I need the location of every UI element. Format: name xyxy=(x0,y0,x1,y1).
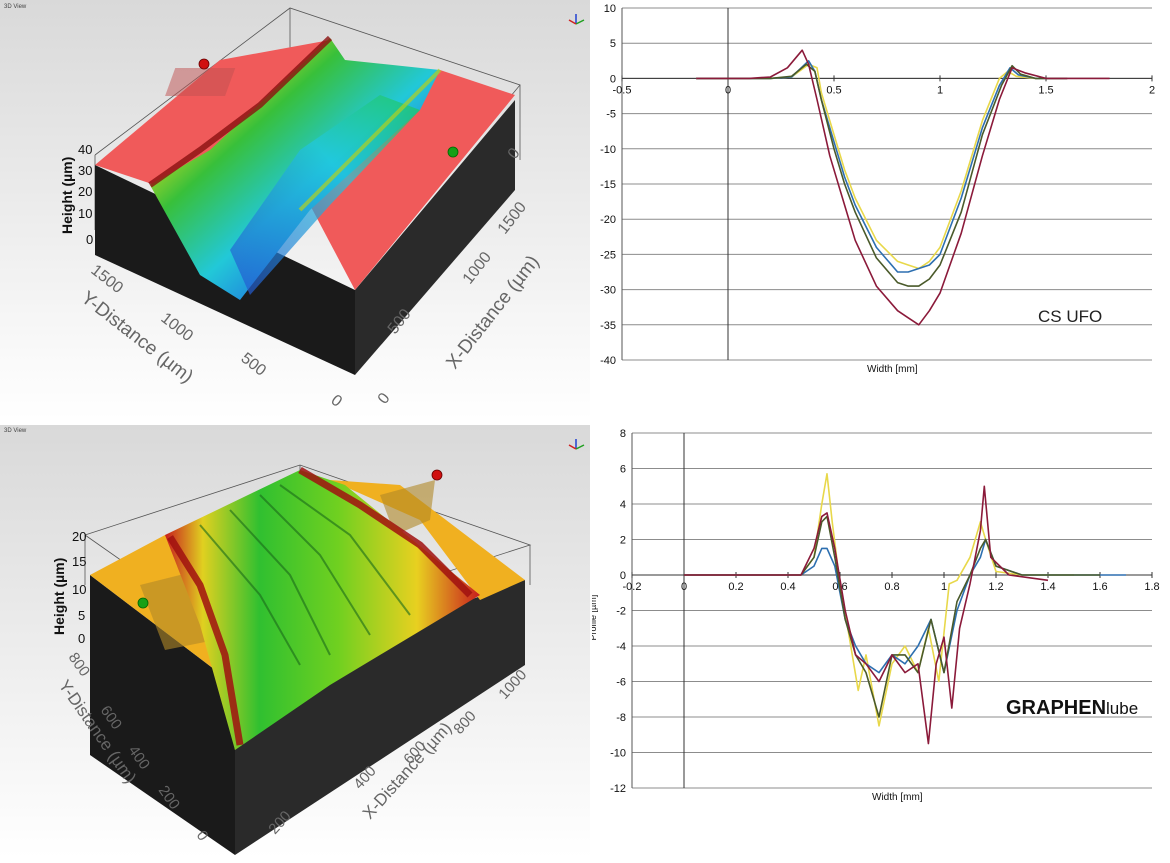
y-tick-label: -30 xyxy=(600,285,616,297)
y-tick-label: 0 xyxy=(610,73,616,85)
z-tick: 15 xyxy=(72,554,86,569)
y-tick-label: -12 xyxy=(610,783,626,795)
y-tick-label: -20 xyxy=(600,214,616,226)
z-tick: 20 xyxy=(72,529,86,544)
orientation-gizmo[interactable] xyxy=(568,439,585,450)
z-tick: 5 xyxy=(78,608,85,623)
annotation-light: lube xyxy=(1106,699,1138,718)
red-marker-sphere[interactable] xyxy=(198,58,210,70)
series-line-yellow xyxy=(696,63,1068,270)
x-tick-label: 1.6 xyxy=(1092,581,1107,593)
profile-chart-graphenlube: 8 6 4 2 0 -2 -4 -6 -8 -10 -12 -0.2 0 0.2 0.4 0.6 0.8 1 1.2… xyxy=(588,428,1170,808)
x-tick-label: 0.5 xyxy=(826,84,841,96)
groove-ridge-left xyxy=(148,35,333,188)
z-tick: 10 xyxy=(78,206,92,221)
y-tick-label: -6 xyxy=(616,677,626,689)
series-line-blue xyxy=(684,538,1126,674)
unworn-surface-left xyxy=(95,40,330,185)
y-tick-label: 5 xyxy=(610,38,616,50)
y-tick-label: 0 xyxy=(620,570,626,582)
z-axis: 20 15 10 5 0 Height (µm) xyxy=(51,529,86,646)
groove-ridge-right xyxy=(298,68,442,212)
chart-annotation: GRAPHENlube xyxy=(1006,697,1138,719)
series-line-yellow xyxy=(684,472,1074,727)
y-tick-label: 2 xyxy=(620,535,626,547)
base-front-face xyxy=(90,575,235,855)
z-axis-title: Height (µm) xyxy=(51,558,67,635)
x-tick-label: 1.2 xyxy=(988,581,1003,593)
x-tick-label: -0.2 xyxy=(623,581,642,593)
unworn-surface-right xyxy=(330,480,525,600)
x-tick-label: 2 xyxy=(1149,84,1155,96)
base-side-face xyxy=(235,580,525,855)
x-tick-label: 0 xyxy=(725,84,731,96)
z-tick: 20 xyxy=(78,184,92,199)
y-tick-label: -5 xyxy=(606,109,616,121)
x-tick-label: 1.5 xyxy=(1038,84,1053,96)
profile-chart-cs-ufo: 10 5 0 -5 -10 -15 -20 -25 -30 -35 -40 -0.5 0 0.5 1 1.5 2… xyxy=(578,0,1170,375)
y-tick-label: 6 xyxy=(620,464,626,476)
chart-annotation: CS UFO xyxy=(1038,307,1102,326)
shadow-marker-right xyxy=(380,480,435,535)
y-tick-label: -35 xyxy=(600,320,616,332)
series-line-maroon xyxy=(684,485,1049,745)
x-axis-label: Width [mm] xyxy=(872,792,923,803)
red-marker-sphere[interactable] xyxy=(431,469,443,481)
x-tick-label: 0.2 xyxy=(728,581,743,593)
groove-striations xyxy=(199,484,411,666)
y-tick-label: -10 xyxy=(600,144,616,156)
orientation-gizmo[interactable] xyxy=(568,14,585,25)
z-tick: 0 xyxy=(86,232,93,247)
y-tick-label: -8 xyxy=(616,712,626,724)
y-tick-label: -2 xyxy=(616,606,626,618)
y-tick-label: -25 xyxy=(600,249,616,261)
wear-groove-surface xyxy=(165,470,480,750)
groove-ridge-left xyxy=(167,535,244,746)
x-tick-label: -0.5 xyxy=(613,84,632,96)
unworn-surface-right xyxy=(310,70,515,290)
x-axis-label: Width [mm] xyxy=(867,364,918,375)
shadow-marker-left xyxy=(165,68,236,96)
z-tick: 40 xyxy=(78,142,92,157)
z-axis-title: Height (µm) xyxy=(59,157,75,234)
surface-3d-view-top: 3D View 40 30 20 10 0 Height (µm) 1500 1… xyxy=(0,0,590,420)
y-tick-label: -10 xyxy=(610,748,626,760)
series-line-green xyxy=(696,63,1068,287)
view-label: 3D View xyxy=(4,4,27,10)
z-tick: 0 xyxy=(78,631,85,646)
z-tick: 10 xyxy=(72,582,86,597)
x-tick-label: 1 xyxy=(937,84,943,96)
x-tick-label: 0.8 xyxy=(884,581,899,593)
y-tick-label: -4 xyxy=(616,641,626,653)
green-marker-sphere[interactable] xyxy=(447,146,459,158)
z-axis: 40 30 20 10 0 Height (µm) xyxy=(59,142,93,247)
x-tick-label: 0.4 xyxy=(780,581,795,593)
x-tick-label: 0 xyxy=(681,581,687,593)
y-axis-label: Profile [µm] xyxy=(592,595,598,641)
series-line-maroon xyxy=(696,49,1110,326)
surface-3d-view-bottom: 3D View 20 15 10 5 0 Height (µm) 800 60 xyxy=(0,425,590,858)
y-tick-label: 4 xyxy=(620,499,626,511)
x-tick-label: 1.8 xyxy=(1144,581,1159,593)
annotation-bold: GRAPHEN xyxy=(1006,697,1106,719)
x-tick-label: 1.4 xyxy=(1040,581,1055,593)
groove-ridge-right xyxy=(298,466,473,598)
y-tick-label: 10 xyxy=(604,3,616,15)
wear-groove-floor xyxy=(230,95,420,295)
series-line-green xyxy=(684,515,1100,718)
z-tick: 30 xyxy=(78,163,92,178)
x-tick-label: 1 xyxy=(941,581,947,593)
y-tick-label: -40 xyxy=(600,355,616,367)
series-line-blue xyxy=(696,59,1068,273)
base-side-face xyxy=(355,100,515,375)
y-tick-label: -15 xyxy=(600,179,616,191)
y-tick-label: 8 xyxy=(620,428,626,440)
view-label: 3D View xyxy=(4,428,27,434)
green-marker-sphere[interactable] xyxy=(137,597,149,609)
